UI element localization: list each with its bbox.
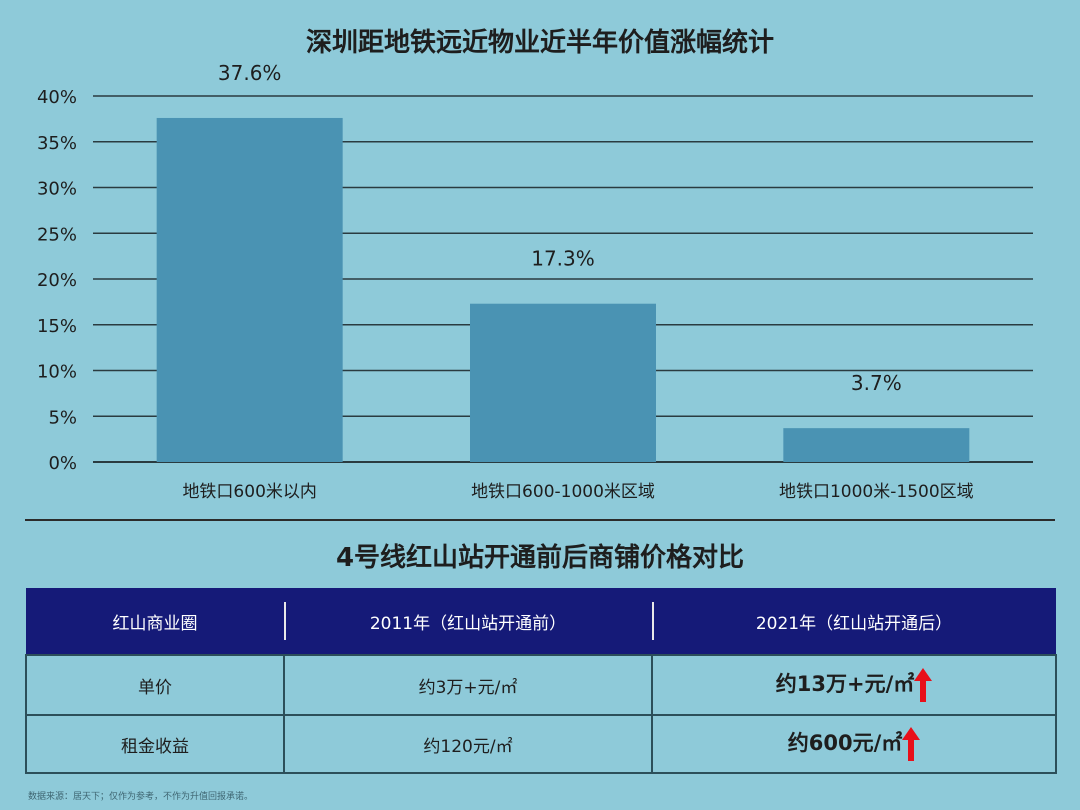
footnote: 数据来源：居天下；仅作为参考，不作为升值回报承诺。 bbox=[28, 792, 254, 802]
table-row: 租金收益 约120元/㎡ 约600元/㎡ bbox=[25, 714, 1057, 774]
y-tick-label: 10% bbox=[37, 362, 77, 383]
bar bbox=[470, 303, 656, 462]
y-tick-label: 0% bbox=[48, 453, 77, 474]
data-label: 3.7% bbox=[851, 371, 902, 395]
cell-after: 约13万+元/㎡ bbox=[651, 654, 1057, 716]
cell-before: 约3万+元/㎡ bbox=[283, 654, 653, 716]
section-divider bbox=[25, 519, 1055, 521]
y-tick-label: 25% bbox=[37, 224, 77, 245]
bar bbox=[783, 428, 970, 462]
price-comparison-table: 红山商业圈 2011年（红山站开通前） 2021年（红山站开通后） 单价 约3万… bbox=[25, 588, 1057, 774]
table-header-row: 红山商业圈 2011年（红山站开通前） 2021年（红山站开通后） bbox=[26, 588, 1056, 655]
x-tick-label: 地铁口600-1000米区域 bbox=[471, 482, 655, 502]
red-up-arrow-icon bbox=[902, 727, 921, 761]
y-tick-label: 30% bbox=[37, 179, 77, 200]
cell-before: 约120元/㎡ bbox=[283, 714, 653, 774]
data-label: 17.3% bbox=[531, 247, 595, 271]
header-after: 2021年（红山站开通后） bbox=[652, 588, 1056, 655]
y-tick-label: 5% bbox=[48, 407, 77, 428]
data-label: 37.6% bbox=[218, 61, 282, 85]
cell-after-value: 约13万+元/㎡ bbox=[775, 672, 915, 696]
y-tick-label: 40% bbox=[37, 87, 77, 108]
table-title: 4号线红山站开通前后商铺价格对比 bbox=[335, 543, 745, 573]
row-label: 租金收益 bbox=[25, 714, 285, 774]
row-label: 单价 bbox=[25, 654, 285, 716]
chart-title: 深圳距地铁远近物业近半年价值涨幅统计 bbox=[306, 27, 774, 58]
table-row: 单价 约3万+元/㎡ 约13万+元/㎡ bbox=[25, 654, 1057, 716]
header-before: 2011年（红山站开通前） bbox=[284, 588, 652, 655]
bar-chart: 深圳距地铁远近物业近半年价值涨幅统计 0% 5% 10% 15% 20% 25% 30% 35… bbox=[37, 27, 1033, 502]
x-tick-label: 地铁口600米以内 bbox=[182, 482, 316, 502]
cell-after-value: 约600元/㎡ bbox=[787, 731, 903, 755]
red-up-arrow-icon bbox=[914, 668, 933, 702]
x-tick-label: 地铁口1000米-1500区域 bbox=[779, 482, 974, 502]
bar bbox=[156, 117, 343, 463]
y-tick-label: 20% bbox=[37, 270, 77, 291]
y-tick-label: 35% bbox=[37, 133, 77, 154]
cell-after: 约600元/㎡ bbox=[651, 714, 1057, 774]
y-tick-label: 15% bbox=[37, 316, 77, 337]
header-area: 红山商业圈 bbox=[26, 588, 284, 655]
